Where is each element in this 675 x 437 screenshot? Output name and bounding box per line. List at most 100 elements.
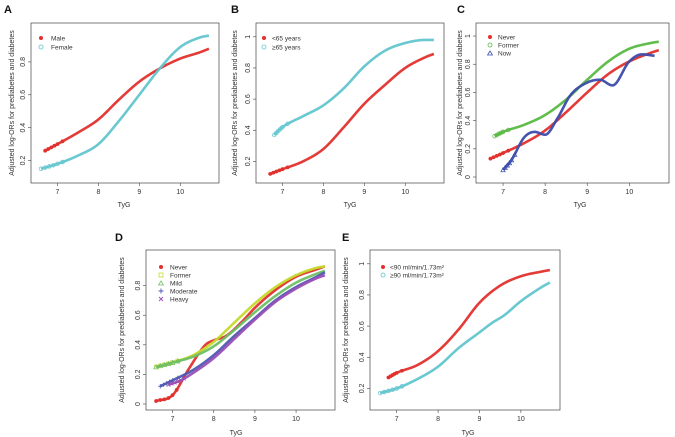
- panel-c-point: [506, 127, 511, 133]
- panel-e-ytick-label: 0.4: [359, 352, 366, 362]
- panel-b-xtick-label: 10: [401, 189, 409, 196]
- panel-e-point: [377, 390, 383, 396]
- panel-d-line-heavy: [167, 274, 326, 386]
- panel-c-y-ticks: 0 0.2 0.4 0.6 0.8 1: [465, 34, 476, 179]
- panel-d-letter: D: [115, 232, 123, 244]
- panel-b-ytick-label: 1: [245, 35, 252, 39]
- panel-a-point: [60, 139, 65, 144]
- panel-c-point: [488, 156, 493, 161]
- panel-d: D 0 0.2 0.4 0.6 0.8 7 8 9 10 TyG Adjusted log-O…: [115, 232, 336, 437]
- panel-d-point: [172, 380, 177, 385]
- panel-b-x-ticks: 7 8 9 10: [281, 183, 409, 196]
- panel-c-letter: C: [457, 4, 465, 16]
- panel-c-legend-marker-never: [488, 35, 492, 39]
- panel-c-legend-never: Never: [498, 35, 516, 42]
- panel-b-y-ticks: 0.2 0.4 0.6 0.8 1: [245, 35, 256, 166]
- panel-c-x-ticks: 7 8 9 10: [501, 183, 633, 196]
- panel-b-letter: B: [231, 4, 239, 16]
- panel-e-xtick-label: 8: [436, 416, 440, 423]
- panel-d-ytick-label: 0.2: [135, 369, 142, 379]
- panel-d-point: [175, 379, 180, 384]
- panel-d-xlabel: TyG: [230, 430, 243, 437]
- panel-d-x-ticks: 7 8 9 10: [171, 410, 300, 423]
- panel-d-ytick-label: 0.8: [135, 281, 142, 291]
- panel-a-legend-marker-male: [39, 36, 43, 40]
- panel-c-series-never: [488, 48, 660, 161]
- panel-d-xtick-label: 10: [292, 416, 300, 423]
- panel-e-series: [377, 268, 551, 396]
- panel-c-xtick-label: 9: [585, 189, 589, 196]
- panel-b-ytick-label: 0.6: [245, 94, 252, 104]
- panel-e-line-90-ml-min-1-73m: [387, 268, 551, 379]
- panel-b-ytick-label: 0.2: [245, 156, 252, 166]
- panel-a-point: [49, 145, 54, 150]
- panel-c-ytick-label: 0.4: [465, 116, 472, 126]
- panel-d-legend-marker-moderate: [158, 288, 164, 294]
- panel-c-plot-frame: [475, 22, 670, 184]
- panel-a-line-male: [44, 47, 210, 152]
- panel-a-xtick-label: 9: [137, 189, 141, 196]
- panel-c-legend-now: Now: [498, 51, 511, 58]
- panel-c-point: [500, 129, 506, 135]
- panel-a-xtick-label: 8: [96, 189, 100, 196]
- panel-a-legend-female: Female: [51, 45, 73, 52]
- panel-a-ylabel: Adjusted log-ORs for prediabetes and dia…: [9, 30, 16, 176]
- panel-c-point: [506, 159, 513, 166]
- panel-c-point: [508, 157, 515, 163]
- panel-b-series: [268, 38, 436, 176]
- panel-d-legend-moderate: Moderate: [170, 289, 198, 296]
- panel-c-point: [498, 130, 504, 136]
- panel-d-xtick-label: 9: [253, 416, 257, 423]
- panel-c-legend: Never Former Now: [486, 35, 520, 58]
- panel-a-ytick-label: 0.2: [20, 156, 27, 166]
- panel-a-point: [55, 161, 60, 167]
- panel-b-xtick-label: 8: [321, 189, 325, 196]
- panel-a-xtick-label: 7: [56, 189, 60, 196]
- panel-c-ytick-label: 1: [465, 34, 472, 38]
- panel-b-line-65-years: [269, 52, 436, 176]
- panel-e-ylabel: Adjusted log-ORs for prediabetes and dia…: [343, 257, 350, 403]
- panel-a-point: [51, 162, 56, 168]
- panel-a-point: [52, 143, 57, 148]
- panel-d-legend-marker-never: [159, 265, 163, 269]
- panel-e-legend-marker-90plus: [380, 272, 386, 278]
- panel-d-y-ticks: 0 0.2 0.4 0.6 0.8: [135, 281, 146, 406]
- panel-e-ytick-label: 0.8: [359, 290, 366, 300]
- panel-e-xtick-label: 9: [478, 416, 482, 423]
- panel-c-xtick-label: 10: [625, 189, 633, 196]
- panel-e-legend-90plus: ≥90 ml/min/1.73m²: [390, 273, 445, 280]
- panel-b-point: [268, 171, 273, 176]
- panel-d-ytick-label: 0.6: [135, 310, 142, 320]
- panel-e-point: [394, 370, 399, 375]
- panel-c-legend-marker-now: [486, 50, 494, 56]
- panel-a-series-male: [43, 47, 210, 153]
- panel-d-series: [153, 265, 326, 403]
- panel-d-point: [169, 359, 176, 365]
- panel-e-x-ticks: 7 8 9 10: [395, 410, 525, 423]
- panel-a-series-female: [38, 34, 210, 172]
- panel-e-ytick-label: 1: [359, 262, 366, 266]
- panel-b-point: [277, 168, 282, 173]
- panel-d-point: [170, 378, 175, 383]
- panel-a-plot-frame: [30, 22, 220, 184]
- panel-b-plot-frame: [255, 22, 445, 184]
- panel-a-legend: Male Female: [38, 36, 73, 52]
- panel-c-series: [488, 40, 660, 173]
- panel-d-legend-marker-mild: [157, 280, 165, 286]
- panel-e-point: [399, 384, 405, 389]
- panel-c-point: [497, 152, 502, 157]
- panel-c-legend-former: Former: [498, 43, 520, 50]
- panel-a-point: [38, 166, 44, 172]
- panel-d-point: [157, 362, 164, 369]
- panel-b-point: [280, 167, 285, 172]
- panel-d-ylabel: Adjusted log-ORs for prediabetes and dia…: [119, 257, 126, 403]
- panel-a-line-female: [40, 34, 210, 171]
- panel-d-legend-mild: Mild: [170, 281, 182, 288]
- panel-b: B 0.2 0.4 0.6 0.8 1 7 8 9 10 TyG Adjusted log-O…: [231, 4, 445, 209]
- panel-c-series-now: [500, 53, 656, 173]
- panel-a-letter: A: [4, 4, 12, 16]
- panel-d-point: [175, 375, 180, 381]
- panel-c-ytick-label: 0.6: [465, 87, 472, 97]
- panel-b-legend-under65: <65 years: [272, 36, 301, 43]
